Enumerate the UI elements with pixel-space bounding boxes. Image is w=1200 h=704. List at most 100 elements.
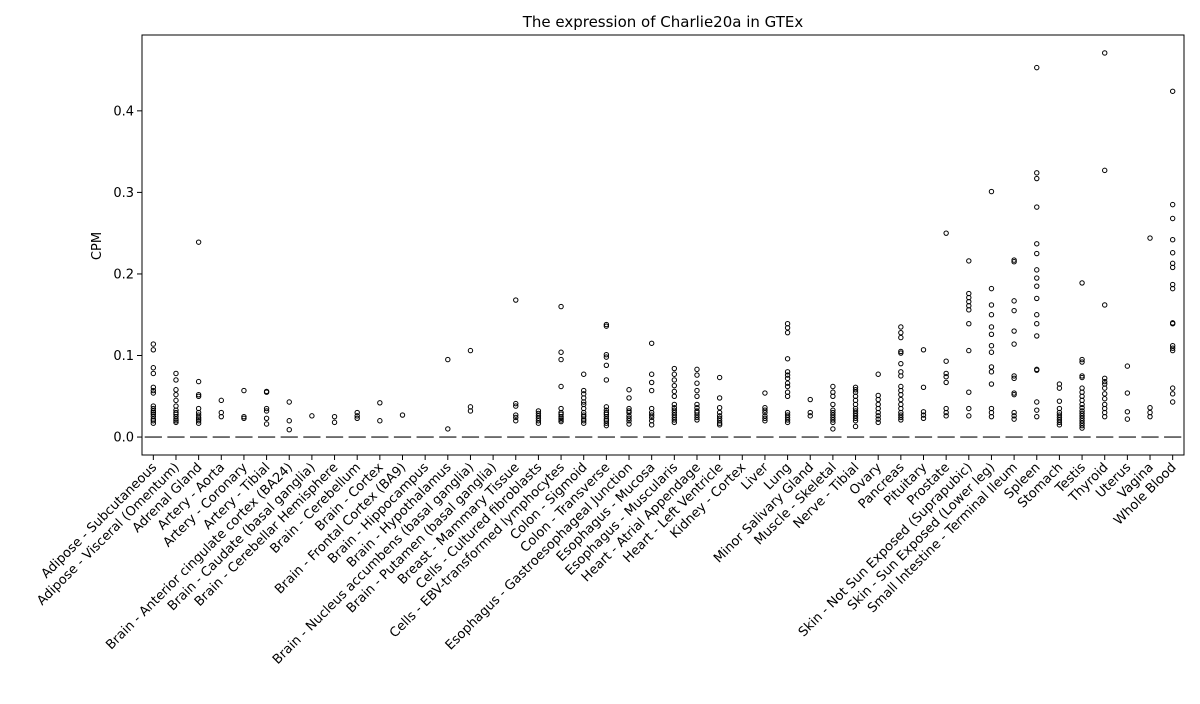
outlier-point [195, 414, 202, 421]
outlier-point [1102, 385, 1108, 391]
outlier-point [1011, 257, 1017, 263]
outlier-point [195, 418, 202, 424]
outlier-point [1034, 283, 1040, 289]
outlier-point [150, 341, 157, 347]
y-tick-label: 0.2 [113, 267, 134, 282]
outlier-point [1034, 295, 1040, 302]
outlier-point [943, 370, 949, 377]
outlier-point [1079, 425, 1085, 431]
outlier-point [716, 422, 723, 428]
outlier-point [988, 312, 995, 318]
outlier-point [195, 391, 202, 398]
outlier-point [1011, 375, 1017, 382]
outlier-point [1056, 422, 1063, 428]
outlier-point [558, 417, 564, 423]
outlier-point [852, 387, 859, 393]
outlier-point [966, 405, 972, 412]
outlier-point [966, 320, 972, 327]
outlier-point [716, 374, 723, 381]
outlier-point [988, 369, 995, 375]
outlier-point [467, 347, 474, 354]
outlier-point [150, 347, 157, 353]
outlier-point [581, 399, 587, 405]
outlier-point [399, 412, 406, 418]
plot-marks [144, 50, 1182, 438]
y-tick-label: 0.4 [113, 104, 134, 119]
outlier-point [150, 420, 157, 426]
outlier-point [603, 362, 610, 368]
outlier-point [1011, 298, 1017, 304]
outlier-point [173, 419, 179, 426]
outlier-point [173, 370, 179, 377]
outlier-point [762, 407, 768, 413]
outlier-point [445, 426, 451, 432]
outlier-point [377, 400, 383, 406]
outlier-point [1056, 398, 1063, 404]
outlier-point [898, 348, 904, 355]
outlier-point [966, 258, 972, 264]
outlier-point [988, 343, 995, 349]
outlier-point [852, 423, 859, 430]
outlier-point [648, 422, 655, 428]
outlier-point [581, 420, 587, 426]
outlier-point [943, 358, 949, 364]
outlier-point [1011, 373, 1017, 379]
outlier-point [1011, 390, 1017, 396]
outlier-point [784, 369, 791, 375]
outlier-point [354, 415, 360, 422]
outlier-point [943, 409, 949, 416]
outlier-point [671, 393, 678, 399]
outlier-point [354, 413, 360, 419]
outlier-point [195, 393, 202, 399]
outlier-point [1102, 391, 1108, 397]
outlier-point [1079, 280, 1085, 286]
outlier-point [784, 419, 791, 426]
outlier-point [1169, 201, 1176, 208]
outlier-point [354, 409, 360, 416]
outlier-point [218, 397, 224, 404]
outlier-point [1034, 64, 1040, 71]
outlier-point [898, 334, 904, 341]
outlier-point [603, 422, 610, 429]
outlier-point [694, 401, 700, 408]
outlier-point [784, 329, 791, 336]
outlier-point [1124, 416, 1131, 422]
outlier-point [1169, 320, 1176, 327]
outlier-point [467, 408, 474, 414]
outlier-point [1011, 391, 1017, 398]
outlier-point [1147, 404, 1153, 411]
outlier-point [558, 418, 564, 425]
outlier-point [762, 390, 768, 396]
outlier-point [671, 401, 678, 408]
outlier-point [331, 413, 338, 420]
outlier-point [898, 360, 904, 367]
outlier-point [648, 340, 655, 346]
outlier-point [1011, 409, 1017, 416]
outlier-point [603, 321, 610, 328]
plot-frame [141, 34, 1185, 456]
outlier-point [943, 379, 949, 386]
outlier-point [1079, 373, 1085, 379]
outlier-point [1169, 345, 1176, 351]
outlier-point [694, 380, 700, 386]
outlier-point [784, 393, 791, 399]
outlier-point [1169, 391, 1176, 397]
outlier-point [920, 347, 927, 353]
outlier-point [626, 421, 632, 427]
outlier-point [1034, 275, 1040, 281]
chart-title: The expression of Charlie20a in GTEx [522, 13, 804, 31]
outlier-point [898, 414, 904, 421]
outlier-point [173, 387, 179, 393]
outlier-point [898, 396, 904, 403]
outlier-point [195, 239, 202, 245]
outlier-point [1011, 416, 1017, 422]
outlier-point [671, 371, 678, 377]
outlier-point [1169, 347, 1176, 354]
outlier-point [286, 427, 292, 433]
outlier-point [966, 413, 972, 419]
outlier-point [807, 409, 813, 416]
outlier-point [784, 417, 791, 423]
outlier-point [762, 418, 768, 424]
